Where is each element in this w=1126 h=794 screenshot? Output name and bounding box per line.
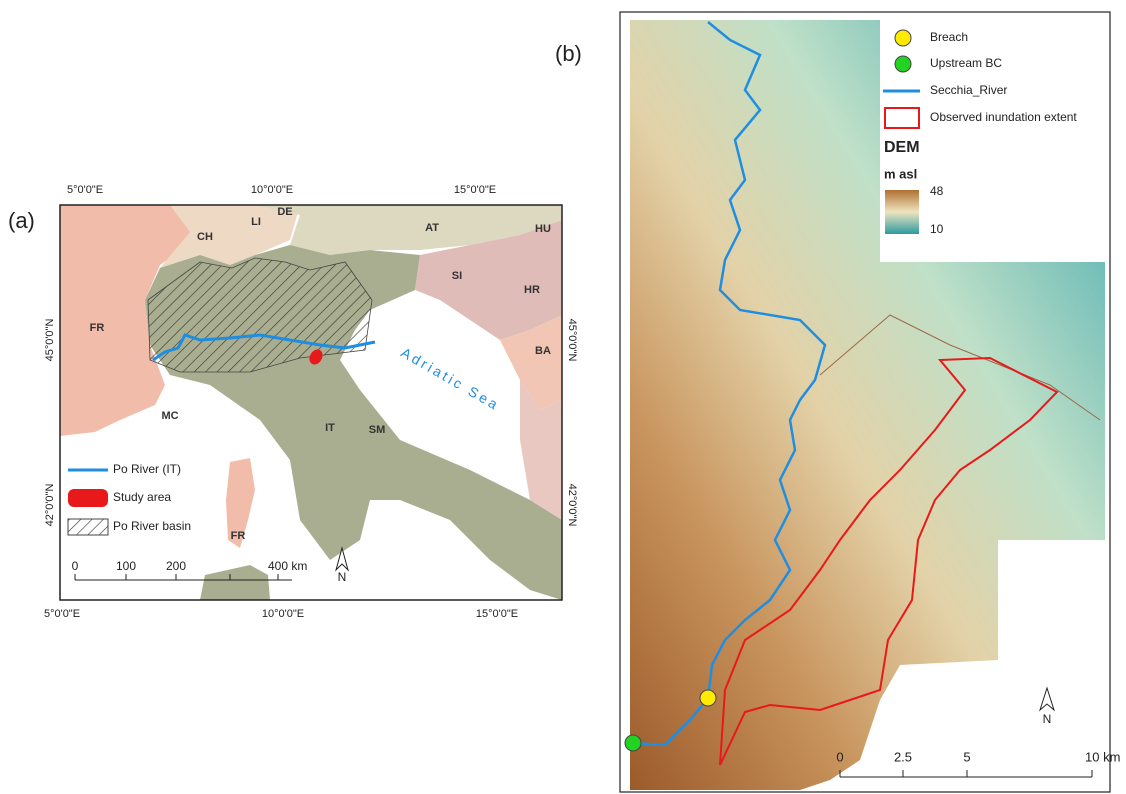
legend-label: Po River basin <box>113 519 191 533</box>
legend-min: 10 <box>930 222 944 236</box>
country-label: BA <box>535 345 551 357</box>
legend-unit: m asl <box>884 166 917 181</box>
scale-label: 400 km <box>268 559 307 573</box>
scale-label: 200 <box>166 559 186 573</box>
graticule-label: 42°0'0"N <box>44 484 56 527</box>
map-b <box>620 12 1110 792</box>
country-label: SM <box>369 424 386 436</box>
scale-label: 100 <box>116 559 136 573</box>
country-label: FR <box>231 530 246 542</box>
legend-label: Secchia_River <box>930 83 1007 97</box>
scale-label: 10 km <box>1085 749 1120 764</box>
graticule-label: 5°0'0"E <box>44 608 80 620</box>
country-label: DE <box>277 206 292 218</box>
scale-label: 5 <box>963 749 970 764</box>
country-label: SI <box>452 270 462 282</box>
graticule-label: 45°0'0"N <box>566 319 578 362</box>
graticule-label: 15°0'0"E <box>454 184 496 196</box>
country-label: FR <box>90 322 105 334</box>
country-label: IT <box>325 422 335 434</box>
legend-label: Po River (IT) <box>113 462 181 476</box>
figure: (a) 5°0'0"E 10°0'0"E 15°0'0"E 5°0'0"E 10°0'0"… <box>0 0 1126 794</box>
north-label: N <box>1043 712 1052 726</box>
legend-label: Observed inundation extent <box>930 110 1077 124</box>
north-label: N <box>338 570 347 584</box>
graticule-label: 5°0'0"E <box>67 184 103 196</box>
graticule-label: 45°0'0"N <box>44 319 56 362</box>
panel-label: (b) <box>555 41 582 66</box>
graticule-label: 42°0'0"N <box>566 484 578 527</box>
country-label: AT <box>425 222 439 234</box>
legend-label: Breach <box>930 30 968 44</box>
scale-label: 0 <box>72 559 79 573</box>
scale-label: 2.5 <box>894 749 912 764</box>
country-label: HU <box>535 223 551 235</box>
country-label: MC <box>161 410 178 422</box>
legend-label: Upstream BC <box>930 56 1002 70</box>
country-label: HR <box>524 284 540 296</box>
panel-label: (a) <box>8 208 35 233</box>
country-label: CH <box>197 231 213 243</box>
scale-label: 0 <box>836 749 843 764</box>
legend-max: 48 <box>930 184 944 198</box>
legend-label: Study area <box>113 490 171 504</box>
legend-title: DEM <box>884 139 920 156</box>
graticule-label: 10°0'0"E <box>251 184 293 196</box>
country-label: LI <box>251 216 261 228</box>
graticule-label: 15°0'0"E <box>476 608 518 620</box>
graticule-label: 10°0'0"E <box>262 608 304 620</box>
